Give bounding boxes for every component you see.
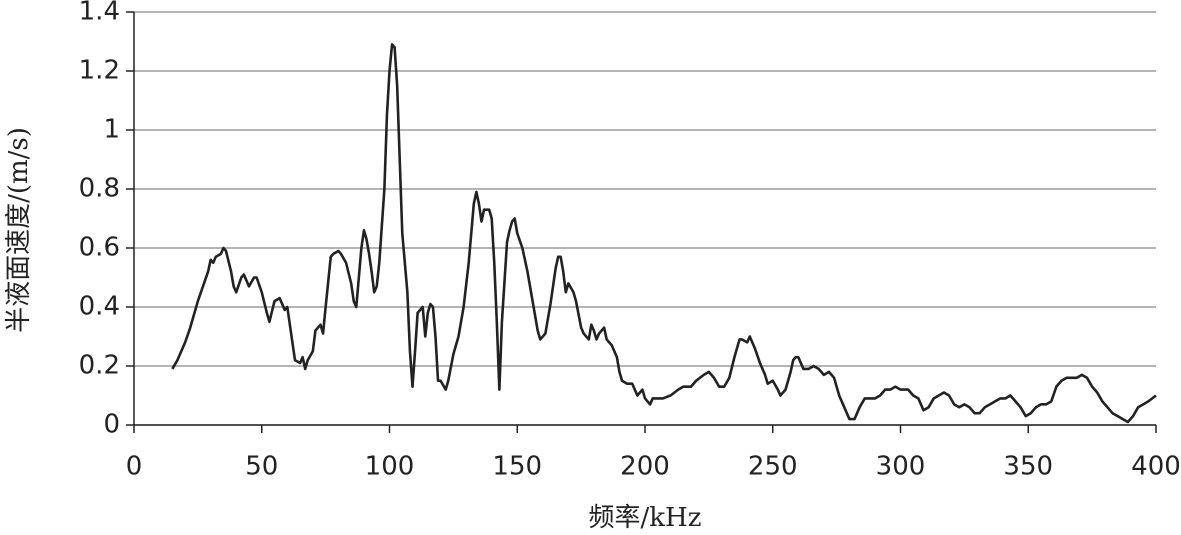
x-tick-label: 350	[1003, 452, 1053, 482]
x-tick-label: 200	[620, 452, 670, 482]
x-tick-label: 50	[245, 452, 278, 482]
y-axis-label: 半液面速度/(m/s)	[4, 127, 34, 333]
x-tick-label: 100	[365, 452, 415, 482]
x-tick-label: 150	[492, 452, 542, 482]
x-tick-label: 400	[1131, 452, 1181, 482]
y-tick-label: 0.2	[79, 351, 120, 381]
y-tick-label: 0.8	[79, 174, 120, 204]
y-tick-label: 1.4	[79, 0, 120, 27]
y-tick-label: 0.4	[79, 292, 120, 322]
y-tick-label: 1.2	[79, 56, 120, 86]
x-tick-label: 250	[748, 452, 798, 482]
y-tick-label: 0.6	[79, 233, 120, 263]
data-line	[171, 43, 1157, 424]
y-tick-label: 0	[103, 410, 120, 440]
x-tick-label: 300	[876, 452, 926, 482]
y-tick-label: 1	[103, 115, 120, 145]
x-tick-label: 0	[126, 452, 143, 482]
x-axis-label: 频率/kHz	[589, 503, 702, 533]
